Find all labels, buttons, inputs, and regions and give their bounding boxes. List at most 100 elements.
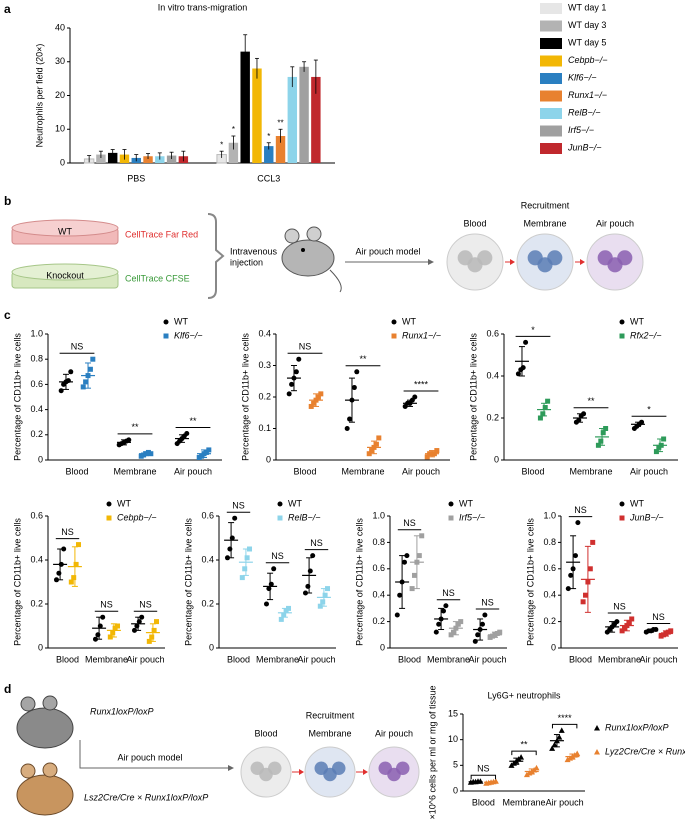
- y-tick-label: 0.6: [486, 328, 499, 338]
- point: [106, 501, 112, 507]
- significance: *: [267, 132, 270, 141]
- y-tick-label: 5: [453, 760, 458, 770]
- x-tick-label: Air pouch: [402, 466, 440, 476]
- point: [286, 391, 292, 397]
- point: [600, 430, 606, 436]
- point: [239, 575, 245, 581]
- point: [199, 453, 205, 459]
- y-tick-label: 0.8: [372, 537, 385, 547]
- legend-label: WT: [630, 498, 644, 508]
- y-tick-label: 0.2: [30, 429, 43, 439]
- legend-swatch: [540, 73, 562, 84]
- point: [107, 634, 113, 640]
- point: [556, 734, 563, 740]
- point: [523, 771, 530, 778]
- point: [139, 614, 145, 620]
- point: [247, 546, 253, 552]
- recruitment-label: Recruitment: [306, 710, 355, 720]
- injection-label: Intravenous: [230, 246, 278, 256]
- point: [73, 561, 79, 567]
- legend-label: Irf5−/−: [568, 125, 594, 135]
- point: [515, 371, 521, 377]
- arrow-head: [510, 259, 515, 265]
- point: [668, 628, 674, 634]
- y-tick-label: 0.8: [543, 537, 556, 547]
- y-tick-label: 0.1: [258, 423, 271, 433]
- x-tick-label: Blood: [398, 654, 421, 664]
- point: [224, 555, 230, 561]
- point: [482, 612, 488, 618]
- mouse: [16, 762, 74, 816]
- point: [545, 398, 551, 404]
- point: [448, 632, 454, 638]
- y-axis-label: Percentage of CD11b+ live cells: [468, 333, 478, 461]
- significance: ****: [558, 713, 573, 723]
- arrow-head: [299, 769, 304, 775]
- panel-label: d: [4, 682, 11, 696]
- point: [661, 436, 667, 442]
- point: [595, 442, 601, 448]
- point: [277, 501, 283, 507]
- x-tick-label: Membrane: [598, 654, 641, 664]
- point: [151, 627, 157, 633]
- y-tick-label: 0.8: [30, 354, 43, 364]
- point: [564, 756, 571, 763]
- bar: [107, 152, 118, 163]
- y-tick-label: 0.2: [543, 616, 556, 626]
- dye-label: CellTrace Far Red: [125, 229, 198, 239]
- y-tick-label: 1.0: [372, 510, 385, 520]
- legend-swatch: [540, 38, 562, 49]
- point: [95, 632, 101, 638]
- bar: [264, 146, 274, 163]
- point: [351, 385, 357, 391]
- y-tick-label: 1.0: [543, 510, 556, 520]
- dye-label: CellTrace CFSE: [125, 273, 190, 283]
- y-tick-label: 1.0: [30, 328, 43, 338]
- point: [542, 405, 548, 410]
- point: [574, 750, 581, 757]
- legend-swatch: [540, 143, 562, 154]
- point: [424, 454, 430, 460]
- point: [115, 623, 121, 629]
- y-tick-label: 0.4: [258, 328, 271, 338]
- point: [206, 447, 212, 453]
- point: [412, 572, 418, 578]
- arrow-head: [580, 259, 585, 265]
- nucleus-lobe: [268, 761, 282, 775]
- mouse: [281, 226, 342, 293]
- arrow-head: [428, 259, 434, 265]
- legend-swatch: [540, 125, 562, 137]
- legend-label: WT: [630, 316, 644, 326]
- point: [520, 365, 526, 371]
- significance: **: [131, 422, 139, 432]
- significance: *: [531, 325, 535, 335]
- legend-label: Runx1−/−: [402, 330, 441, 340]
- point: [477, 778, 484, 784]
- point: [318, 391, 324, 397]
- point: [311, 400, 317, 406]
- point: [310, 553, 316, 559]
- point: [271, 566, 277, 572]
- x-tick-label: Membrane: [341, 466, 384, 476]
- point: [653, 449, 659, 455]
- point: [533, 764, 540, 771]
- point: [598, 438, 604, 444]
- diagram-d: Runx1loxP/loxP Lsz2Cre/Cre × Runx1loxP/l…: [16, 695, 413, 816]
- x-tick-label: Membrane: [427, 654, 470, 664]
- arrow-head: [228, 765, 234, 771]
- y-tick-label: 0.4: [201, 554, 214, 564]
- x-tick-label: Blood: [56, 654, 79, 664]
- panel-label: a: [4, 2, 11, 16]
- x-tick-label: Air pouch: [174, 466, 212, 476]
- point: [397, 592, 403, 598]
- point: [440, 608, 446, 614]
- y-axis-label: Percentage of CD11b+ live cells: [354, 518, 364, 646]
- y-tick-label: 0.3: [258, 360, 271, 370]
- point: [110, 630, 116, 636]
- x-tick-label: Membrane: [569, 466, 612, 476]
- dish-top: [11, 263, 119, 281]
- point: [369, 448, 375, 454]
- x-tick-label: Blood: [569, 654, 592, 664]
- legend-label: RelB−/−: [568, 107, 601, 117]
- significance-bracket: [551, 723, 578, 729]
